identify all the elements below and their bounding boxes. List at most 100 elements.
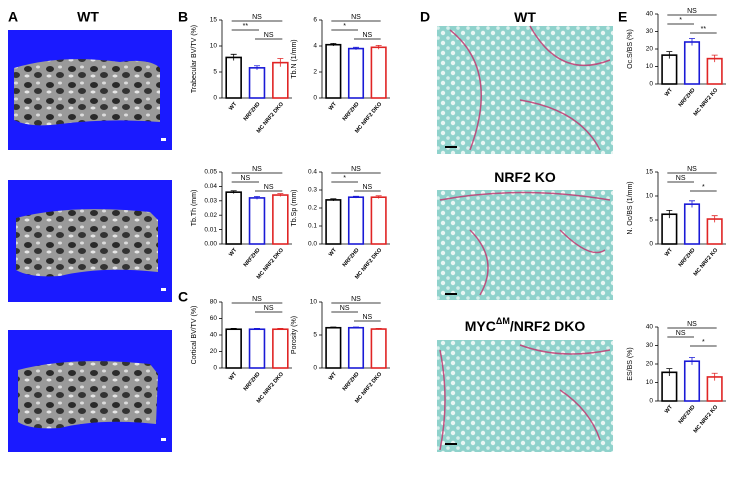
x-tick-label: WT bbox=[664, 87, 675, 98]
bar bbox=[683, 360, 701, 402]
significance-label: ** bbox=[701, 26, 707, 33]
significance-label: ** bbox=[243, 23, 249, 30]
y-tick-label: 5 bbox=[649, 217, 653, 224]
y-tick-label: 0 bbox=[313, 365, 317, 372]
panel-label: D bbox=[420, 9, 430, 25]
y-tick-label: 10 bbox=[646, 193, 654, 200]
y-tick-label: 10 bbox=[646, 63, 654, 70]
error-bar bbox=[711, 372, 718, 381]
y-tick-label: 0.02 bbox=[204, 212, 217, 219]
bar bbox=[661, 371, 678, 402]
bar bbox=[248, 197, 266, 245]
y-axis-label: N. Oc/BS (1/mm) bbox=[627, 181, 634, 234]
bar bbox=[347, 47, 365, 99]
y-tick-label: 0 bbox=[313, 95, 317, 102]
x-tick-label: WT bbox=[664, 404, 675, 415]
bar bbox=[272, 61, 289, 99]
y-tick-label: 0 bbox=[213, 95, 217, 102]
y-tick-label: 10 bbox=[210, 43, 218, 50]
y-axis-label: Tb.N (1/mm) bbox=[291, 39, 298, 78]
significance-label: NS bbox=[676, 330, 686, 337]
y-tick-label: 10 bbox=[646, 379, 654, 386]
y-tick-label: 0.03 bbox=[204, 198, 217, 205]
title-part: ΔM bbox=[496, 316, 510, 326]
y-tick-label: 30 bbox=[646, 342, 654, 349]
y-tick-label: 0 bbox=[649, 241, 653, 248]
bar bbox=[325, 199, 342, 245]
significance-label: NS bbox=[362, 314, 372, 321]
histology-title: NRF2 KO bbox=[494, 169, 556, 185]
bar bbox=[347, 196, 365, 245]
x-tick-label: NRF2HD bbox=[342, 101, 361, 122]
significance-label: NS bbox=[362, 184, 372, 191]
y-tick-label: 0.3 bbox=[308, 187, 317, 194]
x-tick-label: WT bbox=[664, 247, 675, 258]
panel-label: C bbox=[178, 289, 188, 305]
error-bar bbox=[375, 195, 382, 199]
ct-title: WT bbox=[77, 9, 99, 25]
error-bar bbox=[277, 328, 284, 331]
y-tick-label: 20 bbox=[646, 46, 654, 53]
panel-label: A bbox=[8, 9, 18, 25]
y-tick-label: 40 bbox=[646, 11, 654, 18]
bar bbox=[325, 326, 342, 369]
y-axis-label: Trabecular BV/TV (%) bbox=[191, 25, 198, 93]
y-tick-label: 15 bbox=[646, 169, 654, 176]
error-bar bbox=[277, 58, 284, 67]
bar bbox=[325, 43, 342, 99]
error-bar bbox=[711, 54, 718, 63]
bar bbox=[272, 328, 289, 369]
y-tick-label: 0.0 bbox=[308, 241, 317, 248]
y-tick-label: 5 bbox=[313, 332, 317, 339]
bar bbox=[370, 328, 387, 369]
histology-title: MYCΔM/NRF2 DKO bbox=[465, 316, 586, 333]
histology-title: WT bbox=[514, 9, 536, 25]
y-tick-label: 0 bbox=[649, 81, 653, 88]
error-bar bbox=[254, 65, 260, 70]
bar bbox=[661, 213, 678, 245]
y-tick-label: 0.2 bbox=[308, 205, 317, 212]
significance-label: NS bbox=[252, 296, 262, 303]
bar bbox=[347, 326, 365, 369]
x-tick-label: NRF2HD bbox=[243, 247, 262, 268]
y-axis-label: Cortical BV/TV (%) bbox=[191, 306, 198, 365]
y-tick-label: 0.4 bbox=[308, 169, 317, 176]
significance-label: NS bbox=[264, 184, 274, 191]
error-bar bbox=[230, 328, 237, 331]
y-tick-label: 4 bbox=[313, 43, 317, 50]
bar bbox=[370, 46, 387, 99]
title-part: MYC bbox=[465, 318, 496, 334]
x-tick-label: WT bbox=[228, 101, 239, 112]
significance-label: NS bbox=[362, 32, 372, 39]
bar bbox=[225, 56, 242, 99]
title-part: NRF2 KO bbox=[494, 169, 556, 185]
error-bar bbox=[353, 46, 359, 50]
y-axis-label: Tb.Th (mm) bbox=[191, 190, 198, 227]
significance-label: NS bbox=[351, 166, 361, 173]
error-bar bbox=[330, 326, 337, 329]
x-tick-label: WT bbox=[328, 101, 339, 112]
bar bbox=[225, 328, 242, 369]
bar bbox=[706, 57, 723, 85]
error-bar bbox=[711, 215, 718, 223]
y-tick-label: 0.05 bbox=[204, 169, 217, 176]
significance-label: NS bbox=[264, 32, 274, 39]
error-bar bbox=[230, 53, 237, 61]
x-tick-label: MC NRF2 KO bbox=[693, 247, 720, 278]
significance-label: NS bbox=[252, 166, 262, 173]
x-tick-label: NRF2HD bbox=[243, 101, 262, 122]
error-bar bbox=[254, 196, 260, 200]
error-bar bbox=[375, 328, 382, 330]
bar bbox=[248, 328, 266, 369]
y-tick-label: 0.04 bbox=[204, 183, 217, 190]
ct-images bbox=[8, 30, 172, 452]
significance-label: * bbox=[343, 23, 346, 30]
error-bar bbox=[689, 200, 695, 208]
significance-label: * bbox=[702, 339, 705, 346]
error-bar bbox=[375, 44, 382, 50]
error-bar bbox=[254, 328, 260, 331]
significance-label: NS bbox=[264, 305, 274, 312]
y-tick-label: 0.00 bbox=[204, 241, 217, 248]
error-bar bbox=[353, 326, 359, 329]
